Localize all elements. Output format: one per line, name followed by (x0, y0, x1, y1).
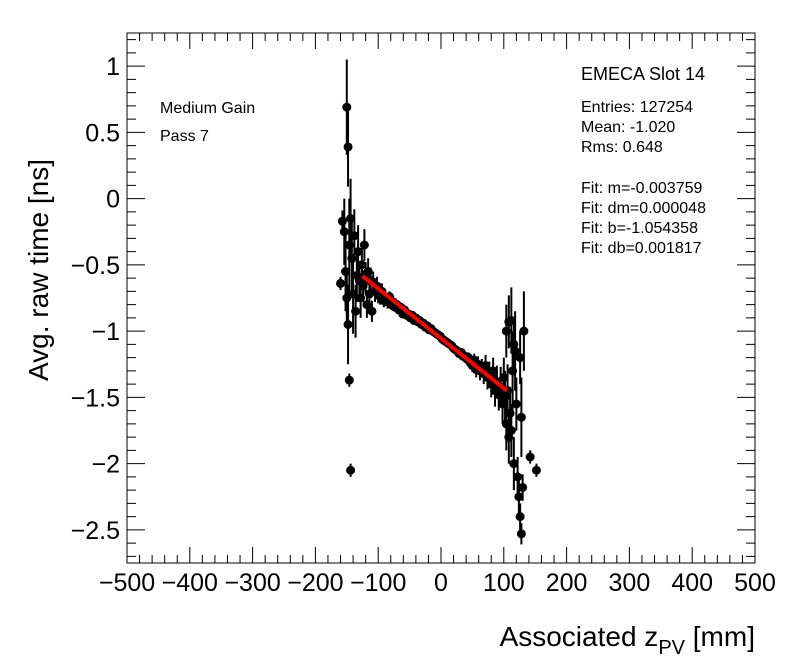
data-point (353, 247, 363, 257)
y-tick-label: 0 (106, 186, 120, 214)
data-point (344, 375, 354, 385)
x-tick-label: 200 (546, 569, 588, 597)
x-tick-label: 400 (671, 569, 713, 597)
stats-mean: Mean: -1.020 (581, 119, 675, 136)
annotation-gain: Medium Gain (160, 100, 255, 117)
data-point (343, 320, 353, 329)
data-point (337, 216, 347, 226)
data-point (339, 227, 349, 237)
y-tick-label: −1.5 (71, 384, 120, 412)
stats-fit-dm: Fit: dm=0.000048 (581, 200, 706, 217)
data-point (367, 306, 377, 316)
x-tick-label: 100 (483, 569, 525, 597)
x-tick-label: 500 (734, 569, 776, 597)
data-point (346, 465, 356, 475)
stats-fit-db: Fit: db=0.001817 (581, 240, 702, 257)
stats-title: EMECA Slot 14 (581, 64, 705, 84)
x-tick-label: 0 (434, 569, 448, 597)
y-tick-label: −0.5 (71, 252, 120, 280)
data-point (351, 306, 361, 316)
annotation-pass: Pass 7 (160, 128, 209, 145)
x-axis-title-unit: [mm] (685, 621, 755, 652)
data-point (509, 459, 519, 469)
data-point (515, 512, 525, 522)
data-point (513, 472, 523, 482)
x-tick-label: −400 (162, 569, 218, 597)
stats-entries: Entries: 127254 (581, 99, 693, 116)
data-point (342, 102, 352, 112)
data-point (357, 260, 367, 270)
data-point (525, 452, 535, 462)
data-point (511, 399, 521, 409)
data-point (516, 529, 526, 539)
data-point (531, 465, 541, 475)
data-point (349, 231, 359, 241)
data-point (515, 353, 525, 363)
y-tick-label: −2 (91, 451, 120, 479)
x-axis: −500 −400 −300 −200 −100 0 100 200 300 400 500 (99, 33, 776, 597)
data-point (506, 426, 516, 435)
x-tick-label: −200 (287, 569, 343, 597)
x-tick-label: −300 (224, 569, 280, 597)
y-axis-title: Avg. raw time [ns] (23, 159, 54, 381)
data-point (488, 366, 498, 376)
data-layer (336, 59, 541, 545)
x-axis-title-main: Associated z (500, 621, 659, 652)
y-tick-label: 1 (106, 53, 120, 81)
y-axis: 1 0.5 0 −0.5 −1 −1.5 −2 −2.5 (71, 39, 755, 557)
stats-rms: Rms: 0.648 (581, 139, 663, 156)
x-axis-title: Associated zPV [mm] (500, 621, 755, 659)
x-tick-label: −100 (350, 569, 406, 597)
stats-fit-b: Fit: b=-1.054358 (581, 220, 698, 237)
x-axis-title-subscript: PV (658, 637, 685, 659)
y-tick-label: −1 (91, 318, 120, 346)
data-point (359, 240, 369, 250)
data-point (518, 482, 528, 492)
data-point (519, 326, 529, 336)
data-point (343, 142, 353, 152)
x-tick-label: 300 (609, 569, 651, 597)
x-tick-label: −500 (99, 569, 155, 597)
data-point (514, 492, 524, 502)
fit-line (361, 274, 509, 393)
data-point (336, 278, 346, 288)
data-point (509, 339, 519, 349)
data-point (516, 412, 526, 422)
y-tick-label: −2.5 (71, 517, 120, 545)
y-tick-label: 0.5 (85, 119, 120, 147)
stats-fit-m: Fit: m=-0.003759 (581, 180, 703, 197)
fit-layer (361, 274, 509, 393)
